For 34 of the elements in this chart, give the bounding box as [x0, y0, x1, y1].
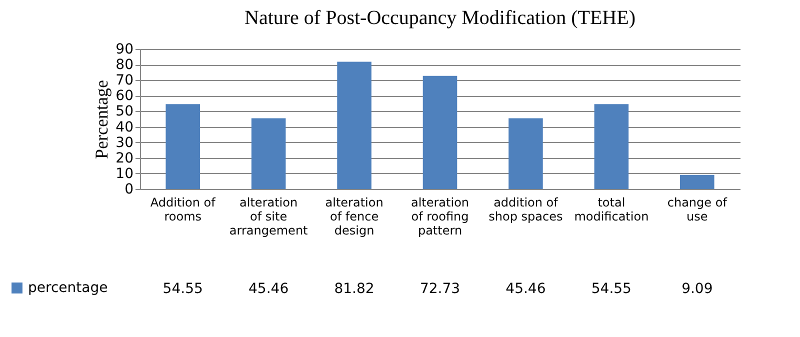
y-tick-label: 80	[116, 57, 134, 74]
y-tick-label: 50	[116, 104, 134, 120]
x-tick-label: total modification	[574, 196, 649, 224]
y-tick-label: 40	[116, 119, 134, 136]
chart-title: Nature of Post-Occupancy Modification (TEHE)	[244, 7, 636, 29]
x-tick-label: alteration of fence design	[325, 196, 384, 238]
data-label: 45.46	[506, 281, 546, 297]
y-tick-label: 60	[116, 88, 134, 104]
y-tick-label: 20	[116, 150, 134, 166]
y-tick-label: 70	[116, 72, 134, 89]
data-label: 54.55	[591, 281, 632, 297]
bar	[508, 118, 543, 189]
x-tick-label: Addition of rooms	[150, 196, 216, 224]
bar	[594, 104, 629, 189]
data-label: 54.55	[162, 281, 203, 297]
y-tick-label: 10	[116, 166, 134, 182]
bar	[680, 174, 714, 189]
y-tick-label: 30	[116, 134, 134, 151]
y-tick-label: 90	[116, 42, 134, 58]
data-label: 9.09	[682, 281, 713, 297]
bar	[422, 76, 458, 189]
x-tick-label: alteration of site arrangement	[229, 196, 308, 238]
data-label: 45.46	[248, 281, 289, 297]
bar	[166, 104, 200, 189]
y-axis-title: Percentage	[92, 80, 112, 159]
bar	[337, 62, 372, 189]
x-tick-label: change of use	[667, 196, 728, 224]
x-tick-label: addition of shop spaces	[488, 196, 563, 224]
data-label: 81.82	[334, 281, 374, 297]
y-tick-label: 0	[124, 182, 134, 198]
bar	[251, 118, 286, 189]
data-label: 72.73	[420, 281, 460, 297]
x-tick-label: alteration of roofing pattern	[410, 196, 470, 238]
legend-label: percentage	[28, 280, 108, 296]
